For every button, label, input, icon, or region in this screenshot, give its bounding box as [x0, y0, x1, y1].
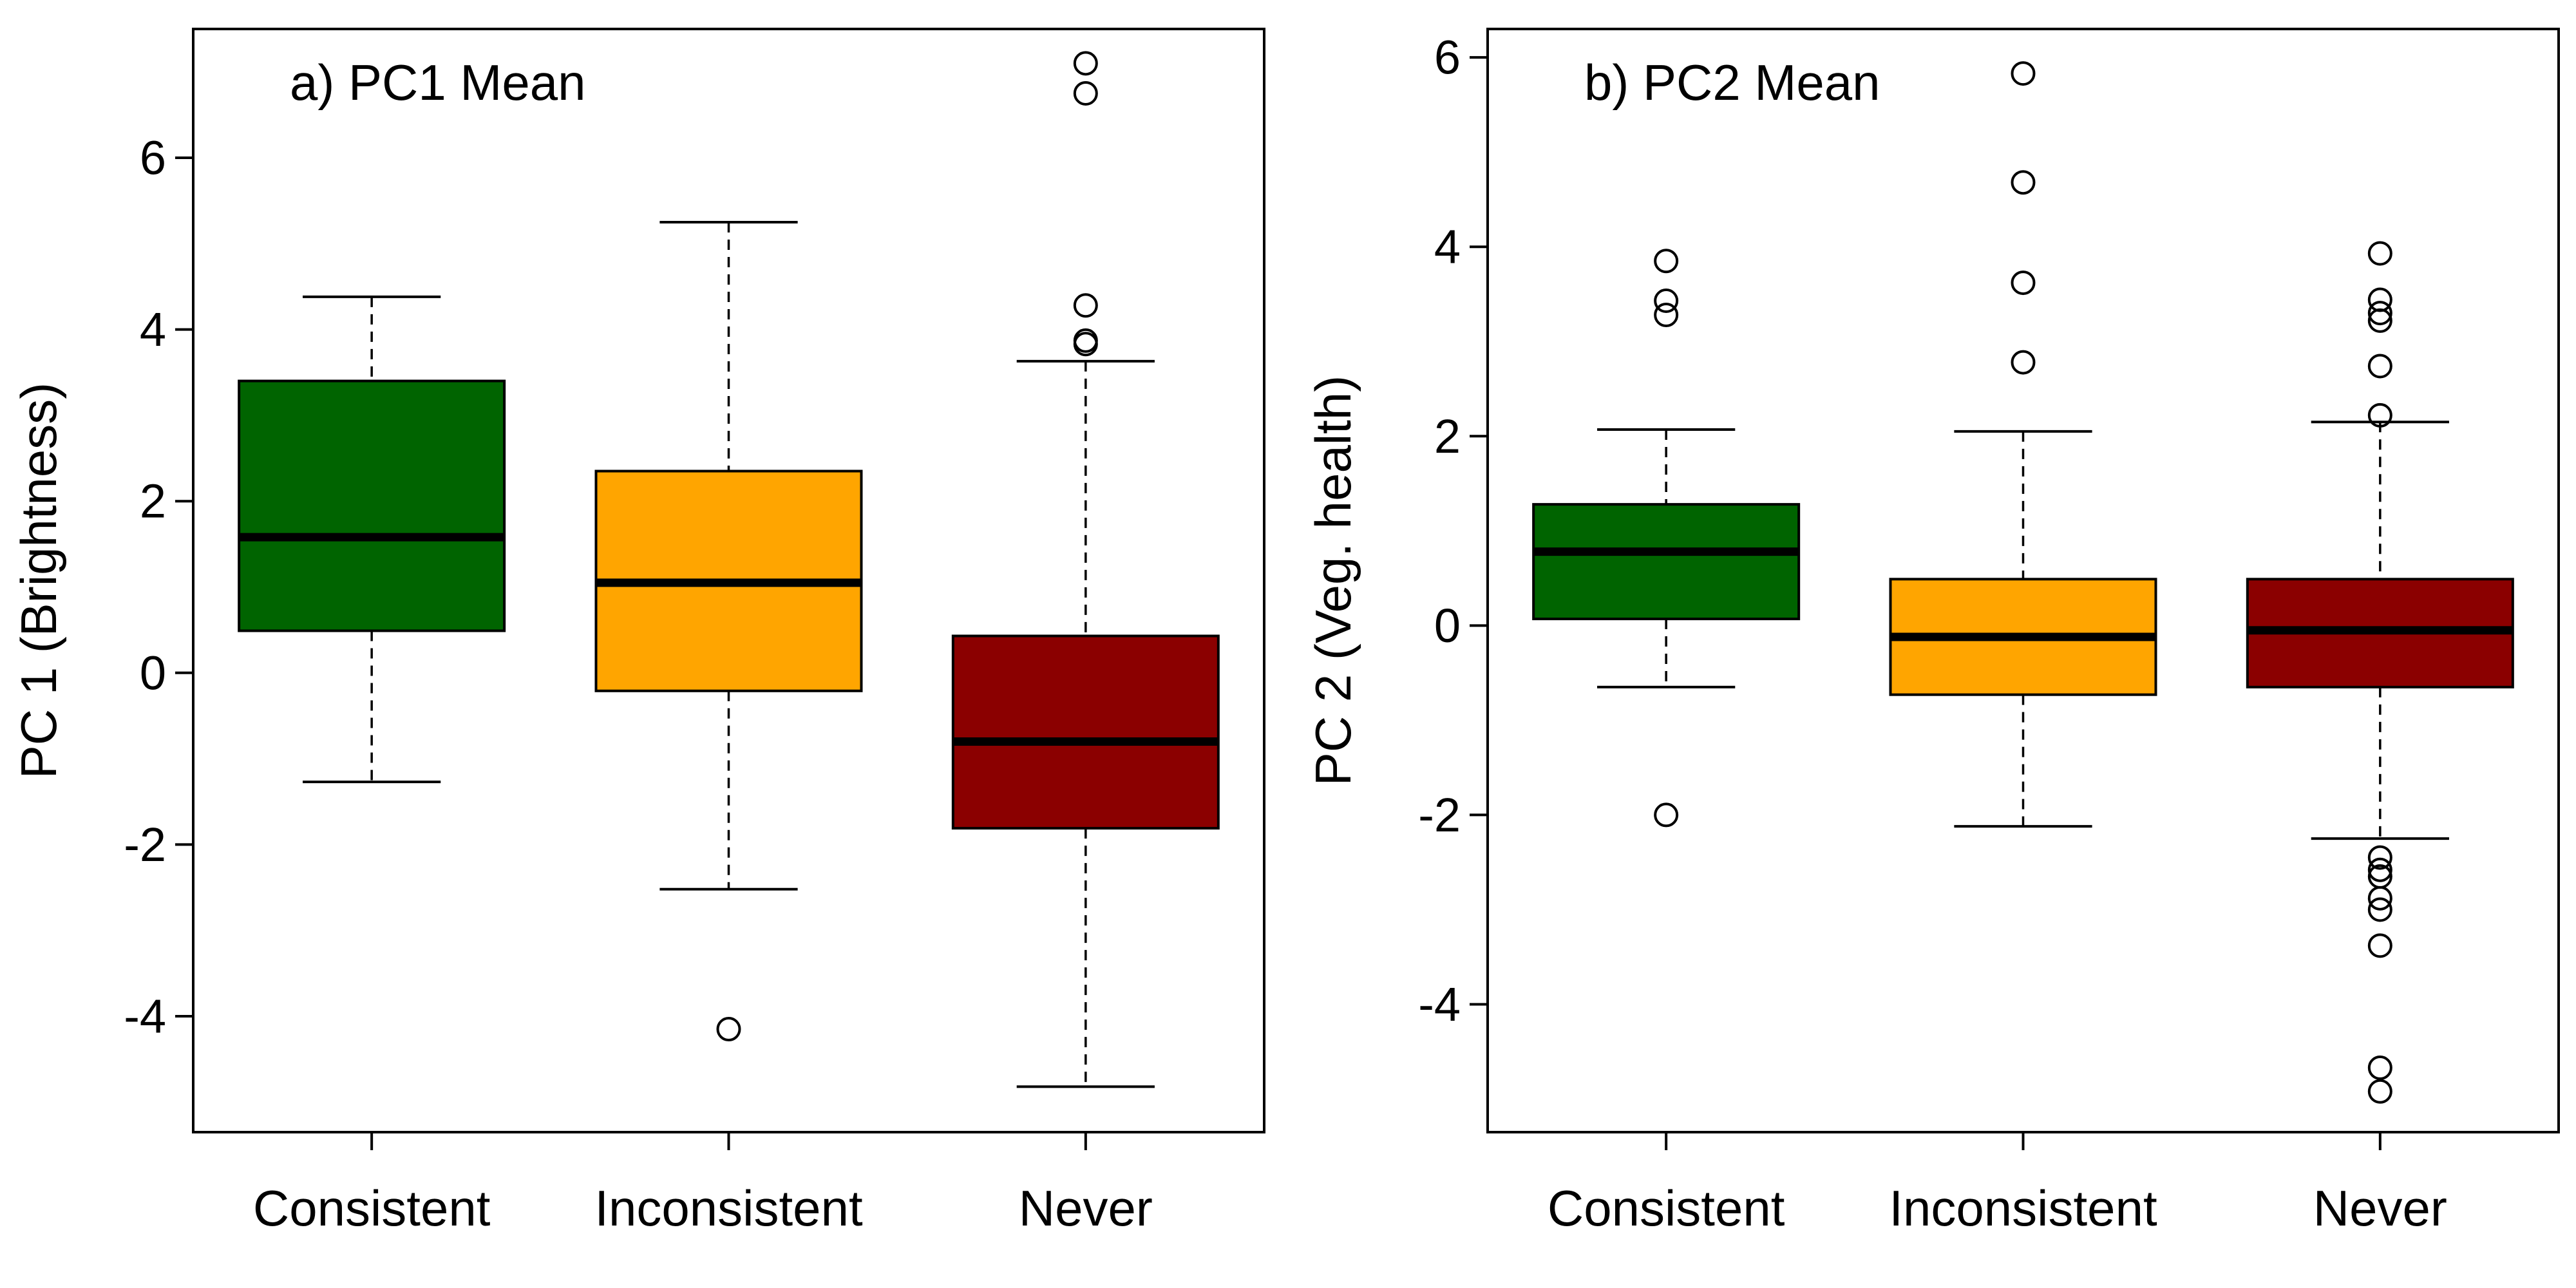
- outlier-point: [2367, 301, 2392, 326]
- panel-title: a) PC1 Mean: [290, 54, 586, 111]
- y-tick-label: 6: [140, 131, 166, 184]
- x-category-label: Inconsistent: [1889, 1180, 2157, 1236]
- outlier-point: [1073, 80, 1098, 106]
- y-tick-label: -2: [1418, 788, 1461, 842]
- outlier-point: [1073, 328, 1098, 353]
- y-tick-label: 0: [140, 646, 166, 699]
- outlier-point: [2367, 933, 2392, 958]
- outlier-point: [1654, 249, 1679, 274]
- outlier-point: [2367, 864, 2392, 889]
- y-tick-label: -4: [124, 990, 166, 1043]
- outlier-point: [2367, 897, 2392, 922]
- outlier-point: [2367, 402, 2392, 428]
- y-tick-label: -4: [1418, 978, 1461, 1031]
- y-tick-label: 6: [1434, 31, 1461, 84]
- y-tick-label: 4: [1434, 220, 1461, 274]
- x-category-label: Never: [1019, 1180, 1153, 1236]
- outlier-point: [1654, 802, 1679, 828]
- y-axis-title: PC 2 (Veg. health): [1305, 375, 1361, 786]
- outlier-point: [2367, 354, 2392, 379]
- outlier-point: [1654, 303, 1679, 328]
- y-tick-label: 4: [140, 303, 166, 356]
- outlier-point: [2011, 61, 2036, 86]
- outlier-point: [716, 1017, 741, 1042]
- outlier-point: [1073, 293, 1098, 318]
- outlier-point: [2367, 287, 2392, 312]
- y-tick-label: 0: [1434, 599, 1461, 652]
- x-category-label: Never: [2313, 1180, 2447, 1236]
- outlier-point: [2367, 241, 2392, 266]
- x-category-label: Consistent: [1548, 1180, 1785, 1236]
- outlier-point: [2011, 270, 2036, 296]
- y-tick-label: 2: [1434, 410, 1461, 463]
- panel-a-pc1: a) PC1 Mean PC 1 (Brightness) -4 -2 0 2 4 6 Cons…: [10, 28, 1265, 1236]
- y-tick-label: -2: [124, 818, 166, 871]
- box-never: [951, 634, 1220, 830]
- outlier-point: [2367, 1056, 2392, 1081]
- box-consistent: [1532, 503, 1801, 621]
- outlier-point: [2011, 170, 2036, 195]
- box-consistent: [238, 379, 506, 632]
- y-axis-title: PC 1 (Brightness): [10, 383, 67, 779]
- outlier-point: [1654, 289, 1679, 314]
- panel-b-pc2: b) PC2 Mean PC 2 (Veg. health) -4 -2 0 2 4 6 Con…: [1305, 28, 2560, 1236]
- outlier-point: [2367, 857, 2392, 882]
- x-category-label: Consistent: [253, 1180, 491, 1236]
- outlier-point: [2011, 350, 2036, 375]
- outlier-point: [1073, 51, 1098, 76]
- x-category-label: Inconsistent: [594, 1180, 863, 1236]
- outlier-point: [2367, 845, 2392, 870]
- outlier-point: [2367, 1079, 2392, 1104]
- y-tick-label: 2: [140, 475, 166, 528]
- panel-title: b) PC2 Mean: [1584, 54, 1880, 111]
